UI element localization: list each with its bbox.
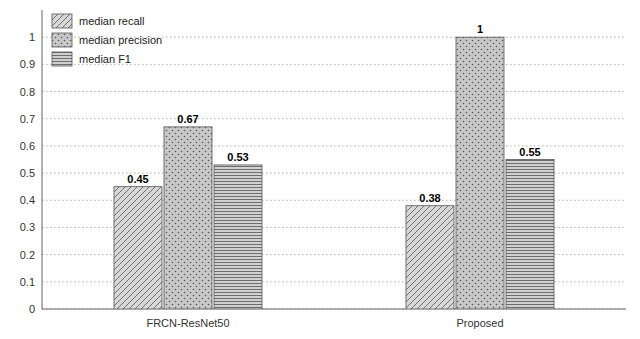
legend-label: median recall <box>79 15 144 27</box>
data-labels: 0.45 0.38 0.67 1 0.53 0.55 <box>127 23 540 204</box>
bar <box>214 165 262 309</box>
x-tick-label: Proposed <box>456 317 503 329</box>
legend-swatch <box>52 52 72 66</box>
bar <box>506 160 554 310</box>
x-tick-label: FRCN-ResNet50 <box>146 317 229 329</box>
bar <box>164 127 212 309</box>
y-tick-label: 0.9 <box>20 58 35 70</box>
y-tick-label: 0.7 <box>20 113 35 125</box>
chart-container: 0 0.1 0.2 0.3 0.4 0.5 0.6 0.7 0.8 0.9 1 FRCN-ResNet… <box>0 0 640 339</box>
y-tick-label: 0.3 <box>20 221 35 233</box>
y-tick-label: 0.2 <box>20 249 35 261</box>
bars <box>114 37 554 309</box>
legend-swatch <box>52 33 72 47</box>
y-axis-line <box>42 10 43 309</box>
y-tick-label: 0.1 <box>20 276 35 288</box>
grid <box>42 37 626 309</box>
legend-label: median F1 <box>79 53 131 65</box>
y-tick-label: 0.4 <box>20 194 35 206</box>
y-tick-label: 0.8 <box>20 86 35 98</box>
data-label: 0.55 <box>519 146 540 158</box>
axes: 0 0.1 0.2 0.3 0.4 0.5 0.6 0.7 0.8 0.9 1 FRCN-ResNet… <box>20 10 626 329</box>
chart: 0 0.1 0.2 0.3 0.4 0.5 0.6 0.7 0.8 0.9 1 FRCN-ResNet… <box>0 0 640 339</box>
bar <box>406 206 454 309</box>
y-tick-label: 0.6 <box>20 140 35 152</box>
data-label: 0.38 <box>419 192 440 204</box>
data-label: 0.53 <box>227 151 248 163</box>
y-tick-label: 0 <box>29 303 35 315</box>
legend-label: median precision <box>79 34 162 46</box>
y-tick-label: 0.5 <box>20 167 35 179</box>
bar <box>114 187 162 309</box>
bar <box>456 37 504 309</box>
legend-swatch <box>52 14 72 28</box>
grid-line <box>42 91 626 92</box>
data-label: 0.45 <box>127 173 148 185</box>
grid-line <box>42 118 626 119</box>
y-tick-label: 1 <box>29 31 35 43</box>
data-label: 0.67 <box>177 113 198 125</box>
data-label: 1 <box>477 23 483 35</box>
legend: median recall median precision median F1 <box>52 14 162 66</box>
